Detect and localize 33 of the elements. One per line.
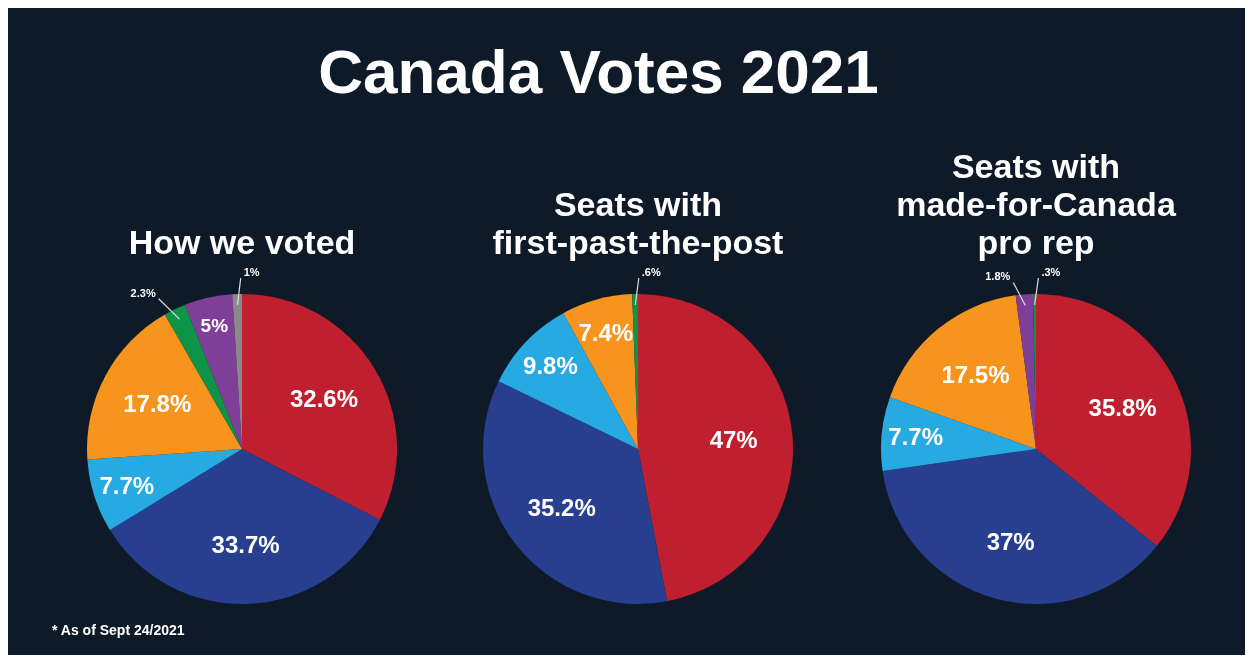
text: Canada Votes 2021 (318, 37, 879, 106)
pie-slice (498, 313, 638, 449)
data-label: 17.8% (123, 390, 192, 418)
pie-slice (87, 449, 242, 531)
data-label: .6% (641, 266, 661, 279)
data-label: 47% (709, 426, 758, 454)
data-label: 33.7% (211, 531, 280, 559)
data-label: 35.2% (527, 493, 596, 521)
data-label: 2.3% (130, 286, 156, 299)
data-label: 17.5% (941, 360, 1010, 388)
chart-title: How we voted (128, 223, 356, 261)
chart-title: Seats with made-for-Canada pro rep (896, 147, 1177, 261)
pie-slice (242, 294, 397, 520)
data-label: 37% (986, 528, 1035, 556)
data-label: 35.8% (1088, 393, 1157, 421)
pie-slice (483, 381, 668, 604)
pie-slice (881, 397, 1036, 472)
text: * As of Sept 24/2021 (52, 622, 185, 638)
pie-slice (638, 294, 793, 602)
data-label: 32.6% (290, 385, 359, 413)
pie-slice (1036, 294, 1191, 547)
pie-slice (882, 449, 1157, 604)
data-label: .3% (1041, 266, 1061, 279)
data-label: 7.4% (578, 318, 634, 346)
data-label: 1.8% (985, 270, 1011, 283)
data-label: 9.8% (523, 352, 578, 380)
data-label: 7.7% (888, 423, 944, 451)
data-label: 7.7% (99, 472, 155, 500)
data-label: 5% (200, 314, 229, 336)
pie-slice (889, 295, 1036, 449)
chart-title: Seats with first-past-the-post (492, 185, 784, 261)
data-label: 1% (243, 266, 260, 279)
pie-slice (87, 314, 242, 460)
